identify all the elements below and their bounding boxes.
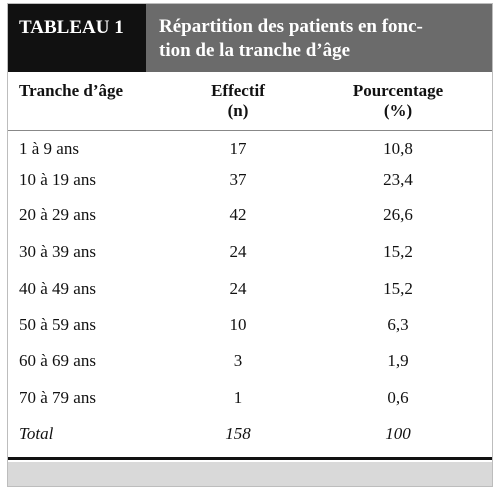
cell: 26,6 <box>383 205 413 224</box>
total-cell: Total <box>19 424 54 443</box>
column-header: Pourcentage <box>352 81 444 100</box>
table-title: Répartition des patients en fonc- tion d… <box>146 4 492 72</box>
total-cell: 100 <box>385 424 411 443</box>
cell: 1,9 <box>387 351 409 370</box>
cell: 1 <box>233 388 243 407</box>
frame <box>7 3 493 487</box>
cell: 0,6 <box>387 388 409 407</box>
title-line: tion de la tranche d’âge <box>159 40 351 61</box>
cell: 23,4 <box>383 170 413 189</box>
cell: 42 <box>229 205 247 224</box>
cell: 40 à 49 ans <box>19 279 96 298</box>
title-line: Répartition des patients en fonc- <box>159 16 423 37</box>
cell: 1 à 9 ans <box>19 139 79 158</box>
cell: 17 <box>229 139 247 158</box>
cell: 10,8 <box>383 139 413 158</box>
column-header: Tranche d’âge <box>19 81 124 100</box>
cell: 50 à 59 ans <box>19 315 96 334</box>
cell: 37 <box>229 170 247 189</box>
cell: 3 <box>233 351 243 370</box>
column-header: (n) <box>227 101 249 120</box>
cell: 15,2 <box>383 279 413 298</box>
cell: 6,3 <box>387 315 409 334</box>
cell: 24 <box>229 242 247 261</box>
cell: 70 à 79 ans <box>19 388 96 407</box>
rule <box>8 130 492 131</box>
total-cell: 158 <box>225 424 251 443</box>
cell: 10 <box>229 315 247 334</box>
cell: 60 à 69 ans <box>19 351 96 370</box>
rule <box>8 457 492 460</box>
cell: 15,2 <box>383 242 413 261</box>
column-header: Effectif <box>211 81 265 100</box>
column-header: (%) <box>383 101 413 120</box>
cell: 30 à 39 ans <box>19 242 96 261</box>
footer-band <box>8 462 492 486</box>
cell: 24 <box>229 279 247 298</box>
table-label: TABLEAU 1 <box>8 4 146 72</box>
cell: 10 à 19 ans <box>19 170 96 189</box>
cell: 20 à 29 ans <box>19 205 96 224</box>
